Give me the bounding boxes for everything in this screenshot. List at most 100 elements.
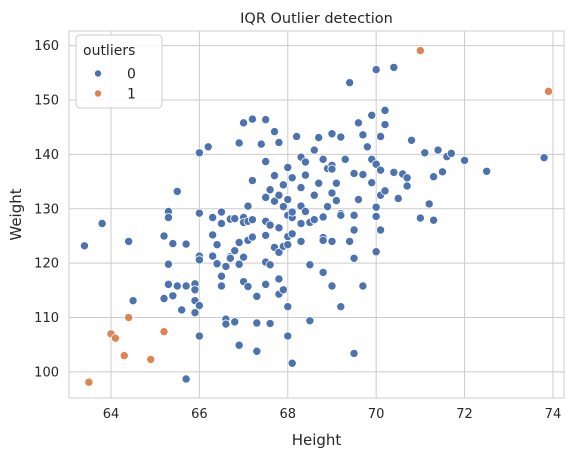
inlier-point — [159, 294, 169, 304]
inlier-point — [349, 253, 359, 263]
inlier-point — [376, 225, 386, 235]
inlier-point — [389, 62, 399, 72]
inlier-point — [128, 296, 138, 306]
inlier-point — [446, 148, 456, 158]
inlier-point — [380, 186, 390, 196]
inlier-point — [327, 281, 337, 291]
inlier-point — [300, 157, 310, 167]
outlier-point — [110, 333, 120, 343]
inlier-point — [194, 148, 204, 158]
inlier-point — [274, 223, 284, 233]
inlier-point — [318, 267, 328, 277]
inlier-point — [380, 105, 390, 115]
inlier-point — [327, 188, 337, 198]
inlier-point — [305, 316, 315, 326]
inlier-point — [261, 115, 271, 125]
inlier-point — [239, 252, 249, 262]
inlier-point — [212, 259, 222, 269]
inlier-point — [274, 247, 284, 257]
x-axis-title: Height — [292, 431, 342, 449]
legend-label-0: 0 — [127, 67, 136, 83]
inlier-point — [278, 202, 288, 212]
inlier-point — [270, 127, 280, 137]
inlier-point — [336, 302, 346, 312]
inlier-point — [296, 183, 306, 193]
chart-title: IQR Outlier detection — [240, 11, 393, 27]
inlier-point — [168, 239, 178, 249]
inlier-point — [159, 231, 169, 241]
inlier-point — [252, 318, 262, 328]
inlier-point — [314, 133, 324, 143]
plot-frame — [68, 30, 565, 399]
inlier-point — [376, 131, 386, 141]
inlier-point — [402, 181, 412, 191]
inlier-point — [283, 240, 293, 250]
inlier-point — [424, 199, 434, 209]
y-tick-label: 100 — [34, 365, 59, 380]
inlier-point — [230, 246, 240, 256]
legend-title: outliers — [83, 43, 135, 59]
inlier-point — [393, 193, 403, 203]
inlier-point — [318, 212, 328, 222]
inlier-point — [274, 137, 284, 147]
inlier-point — [194, 255, 204, 265]
inlier-point — [482, 166, 492, 176]
inlier-point — [270, 196, 280, 206]
inlier-point — [216, 218, 226, 228]
inlier-point — [420, 148, 430, 158]
inlier-point — [371, 202, 381, 212]
inlier-point — [327, 164, 337, 174]
inlier-point — [283, 162, 293, 172]
inlier-point — [314, 178, 324, 188]
inlier-point — [239, 118, 249, 128]
x-tick-label: 64 — [103, 407, 120, 422]
data-points — [79, 46, 554, 387]
inlier-point — [539, 153, 549, 163]
inlier-point — [402, 173, 412, 183]
outlier-point — [415, 46, 425, 56]
inlier-point — [362, 142, 372, 152]
inlier-point — [265, 319, 275, 329]
inlier-point — [296, 236, 306, 246]
inlier-point — [243, 282, 253, 292]
inlier-point — [163, 279, 173, 289]
inlier-point — [172, 281, 182, 291]
inlier-point — [371, 65, 381, 75]
inlier-point — [190, 285, 200, 295]
inlier-point — [278, 180, 288, 190]
inlier-point — [358, 281, 368, 291]
inlier-point — [278, 285, 288, 295]
x-tick-label: 66 — [191, 407, 208, 422]
inlier-point — [261, 279, 271, 289]
inlier-point — [243, 201, 253, 211]
inlier-point — [261, 230, 271, 240]
inlier-point — [79, 241, 89, 251]
inlier-point — [234, 340, 244, 350]
inlier-point — [194, 301, 204, 311]
inlier-point — [221, 261, 231, 271]
outlier-point — [159, 327, 169, 337]
inlier-point — [261, 156, 271, 166]
inlier-point — [216, 207, 226, 217]
inlier-point — [283, 195, 293, 205]
outlier-point — [124, 313, 134, 323]
inlier-point — [181, 239, 191, 249]
inlier-point — [358, 130, 368, 140]
inlier-point — [225, 253, 235, 263]
inlier-point — [331, 178, 341, 188]
inlier-point — [367, 178, 377, 188]
inlier-point — [353, 195, 363, 205]
inlier-point — [247, 114, 257, 124]
inlier-point — [300, 170, 310, 180]
inlier-point — [318, 154, 328, 164]
inlier-point — [181, 281, 191, 291]
inlier-point — [318, 235, 328, 245]
inlier-point — [252, 346, 262, 356]
inlier-point — [230, 317, 240, 327]
inlier-point — [429, 215, 439, 225]
outlier-point — [119, 351, 129, 361]
inlier-point — [216, 281, 226, 291]
inlier-point — [283, 331, 293, 341]
inlier-point — [208, 230, 218, 240]
legend: outliers 0 1 — [75, 34, 163, 109]
